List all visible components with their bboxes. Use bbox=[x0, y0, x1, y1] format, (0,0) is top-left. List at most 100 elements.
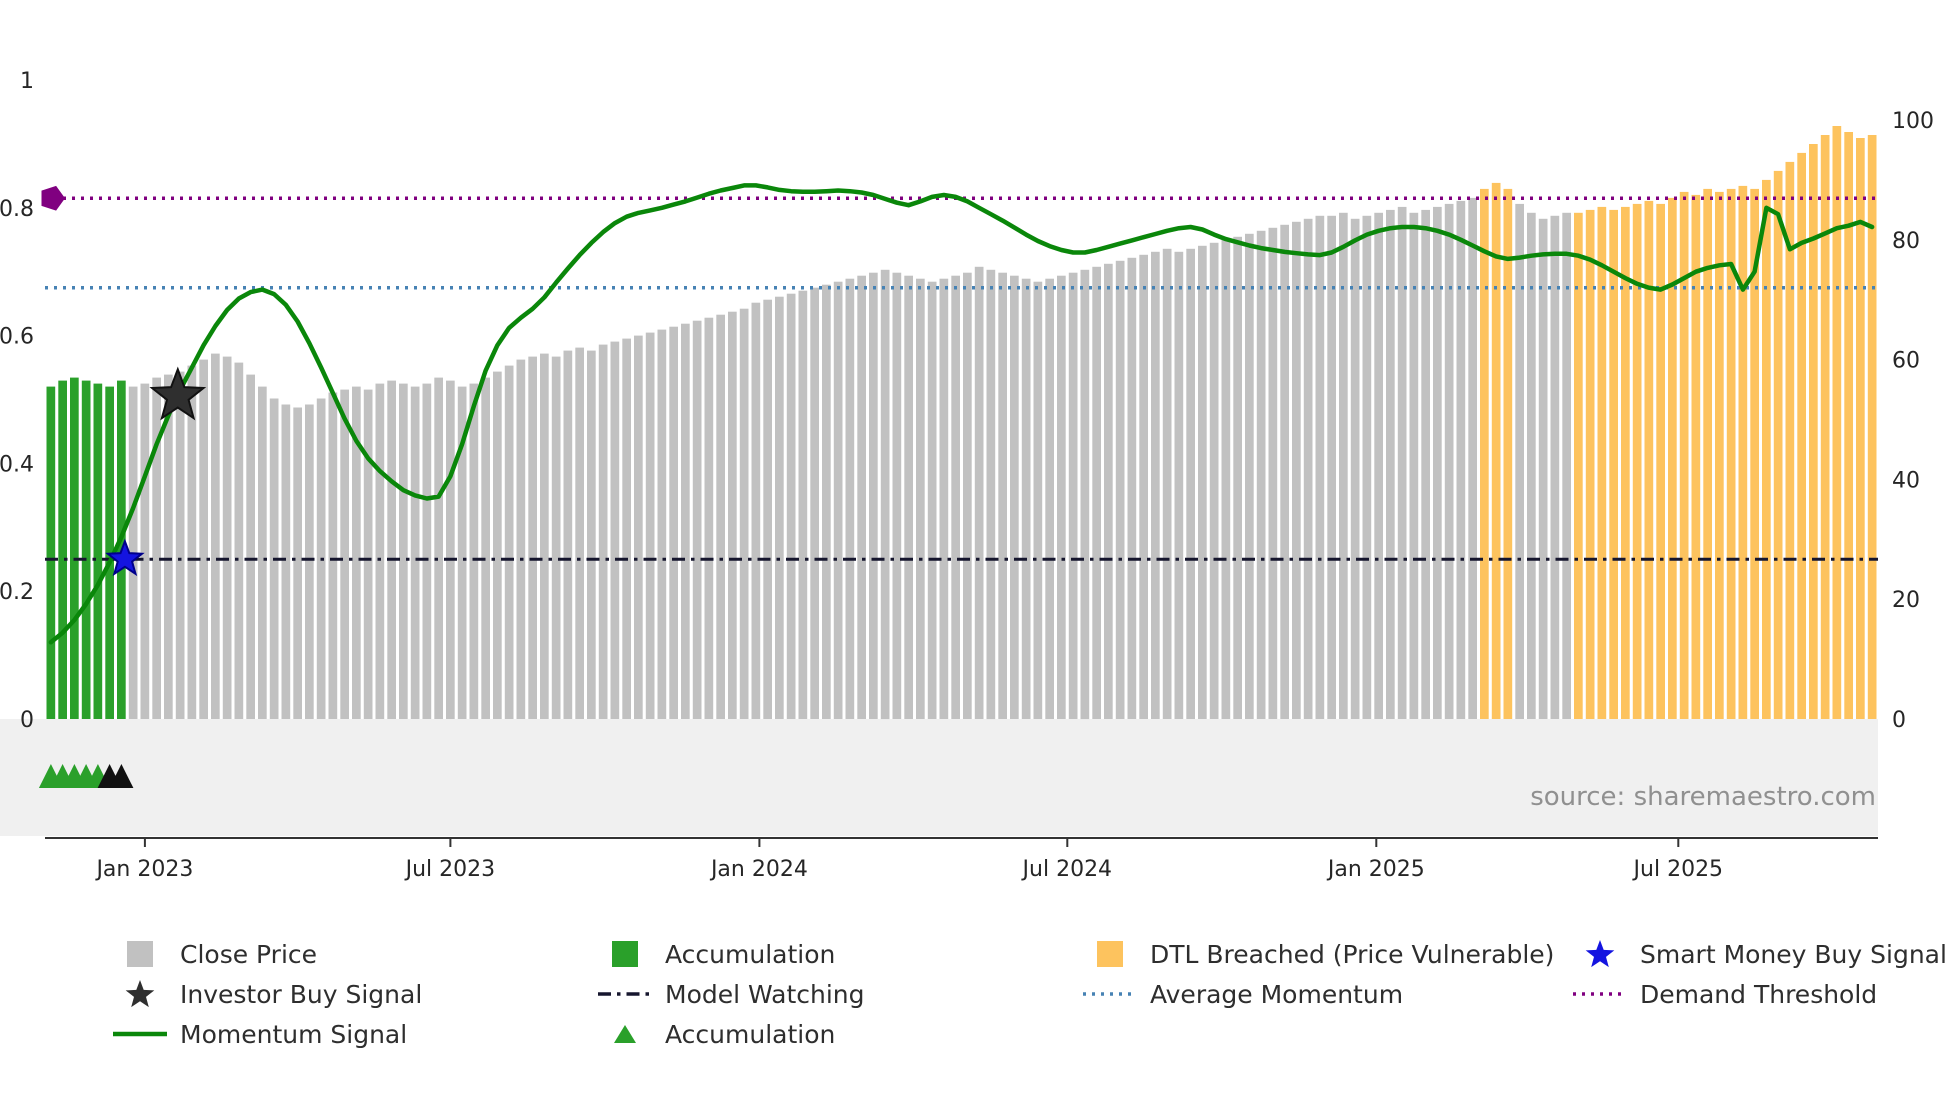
close-price-bar bbox=[1068, 272, 1078, 719]
left-axis-tick-label: 0.8 bbox=[0, 197, 34, 222]
close-price-bar bbox=[375, 383, 385, 719]
close-price-bar bbox=[1515, 203, 1524, 719]
close-price-bar bbox=[175, 371, 185, 719]
legend-label-accumulation-triangle: Accumulation bbox=[665, 1019, 836, 1049]
close-price-bar bbox=[1397, 206, 1407, 719]
close-price-bar bbox=[927, 281, 937, 719]
right-axis-tick-label: 0 bbox=[1892, 708, 1906, 733]
smart-money-star-icon bbox=[1572, 939, 1628, 969]
close-price-bar bbox=[1327, 215, 1336, 720]
legend-label-demand-threshold: Demand Threshold bbox=[1640, 979, 1878, 1009]
close-price-bar bbox=[1339, 212, 1348, 720]
x-tick-label: Jul 2024 bbox=[1021, 857, 1113, 882]
close-price-bar bbox=[1468, 197, 1477, 719]
close-price-bar bbox=[1562, 212, 1571, 720]
close-price-bar bbox=[916, 278, 925, 719]
legend-item-momentum-signal: Momentum Signal bbox=[112, 1020, 597, 1049]
close-price-bar bbox=[728, 311, 737, 719]
close-price-bar bbox=[775, 296, 784, 719]
close-price-bar bbox=[551, 356, 561, 719]
close-price-bar bbox=[493, 371, 502, 719]
close-price-bar bbox=[1374, 212, 1383, 720]
close-price-bar bbox=[622, 338, 631, 719]
close-price-bar bbox=[528, 356, 537, 719]
close-price-bar bbox=[434, 377, 443, 719]
close-price-bar bbox=[1809, 144, 1818, 719]
x-tick-label: Jul 2025 bbox=[1632, 857, 1724, 882]
close-price-bar bbox=[1726, 188, 1736, 719]
close-price-bar bbox=[1538, 218, 1548, 720]
close-price-bar bbox=[1832, 126, 1842, 719]
chart-legend: Close Price Accumulation DTL Breached (P… bbox=[112, 934, 1947, 1054]
x-tick-label: Jan 2025 bbox=[1326, 857, 1425, 882]
right-axis-tick-label: 100 bbox=[1892, 109, 1934, 134]
close-price-bar bbox=[140, 383, 150, 719]
close-price-bar bbox=[904, 275, 913, 719]
momentum-signal-line bbox=[48, 183, 1875, 645]
close-price-bar bbox=[457, 386, 467, 719]
close-price-bar bbox=[1162, 248, 1172, 720]
left-axis-tick-label: 0.2 bbox=[0, 580, 34, 605]
x-tick-label: Jan 2023 bbox=[94, 857, 193, 882]
close-price-bar bbox=[634, 335, 643, 719]
close-price-bar bbox=[164, 374, 173, 719]
investor-buy-signal-marker bbox=[149, 366, 207, 421]
close-price-bar bbox=[1785, 161, 1795, 719]
close-price-bar bbox=[1856, 138, 1865, 719]
close-price-bar bbox=[1409, 212, 1419, 720]
left-axis-tick-label: 1 bbox=[20, 69, 34, 94]
accumulation-swatch-icon bbox=[597, 939, 653, 969]
close-price-bar bbox=[598, 344, 608, 719]
close-price-bar bbox=[81, 380, 91, 719]
close-price-bar bbox=[1256, 230, 1266, 720]
close-price-bar bbox=[1104, 263, 1113, 719]
close-price-bar bbox=[1597, 206, 1607, 719]
close-price-bar bbox=[293, 407, 302, 719]
close-price-bar bbox=[1362, 215, 1372, 720]
legend-item-accumulation-triangle: Accumulation bbox=[597, 1020, 1082, 1049]
close-price-bar bbox=[786, 293, 796, 719]
close-price-bar bbox=[446, 380, 455, 719]
close-price-bar bbox=[352, 386, 361, 719]
close-price-bar bbox=[258, 386, 267, 719]
close-price-bar bbox=[1844, 132, 1853, 719]
close-price-bar bbox=[645, 332, 655, 719]
close-price-bar bbox=[986, 269, 996, 720]
close-price-bar bbox=[810, 287, 819, 719]
legend-label-smart-money-buy-signal: Smart Money Buy Signal bbox=[1640, 939, 1947, 969]
legend-label-average-momentum: Average Momentum bbox=[1150, 979, 1404, 1009]
close-price-bar bbox=[1797, 152, 1806, 719]
close-price-bar bbox=[798, 290, 808, 719]
close-price-bar bbox=[1292, 221, 1301, 720]
close-price-bar bbox=[1762, 179, 1771, 719]
close-price-bar bbox=[1092, 266, 1101, 719]
close-price-swatch-icon bbox=[112, 939, 168, 969]
close-price-bar bbox=[869, 272, 878, 719]
close-price-bar bbox=[681, 323, 690, 719]
bottom-strip bbox=[0, 719, 1878, 836]
legend-item-accumulation-bar: Accumulation bbox=[597, 939, 1082, 969]
legend-item-close-price: Close Price bbox=[112, 939, 597, 969]
close-price-bar bbox=[880, 269, 890, 720]
close-price-bar bbox=[1820, 135, 1830, 719]
average-momentum-line-icon bbox=[1082, 989, 1138, 999]
close-price-bar bbox=[1679, 191, 1689, 719]
close-price-bar bbox=[234, 362, 244, 719]
legend-label-accumulation-bar: Accumulation bbox=[665, 939, 836, 969]
close-price-bar bbox=[1480, 188, 1489, 719]
close-price-bar bbox=[1045, 278, 1054, 719]
x-tick-label: Jul 2023 bbox=[404, 857, 496, 882]
close-price-bar bbox=[1221, 239, 1231, 720]
close-price-bar bbox=[1550, 215, 1560, 720]
left-axis-tick-label: 0.6 bbox=[0, 325, 34, 350]
close-price-bar bbox=[963, 272, 972, 719]
close-price-bar bbox=[1656, 203, 1665, 719]
close-price-bar bbox=[1668, 197, 1677, 719]
close-price-bar bbox=[1574, 212, 1583, 720]
close-price-bar bbox=[70, 377, 79, 719]
close-price-bar bbox=[1421, 209, 1430, 719]
close-price-bar bbox=[58, 380, 67, 719]
close-price-bar bbox=[939, 278, 949, 719]
close-price-bar bbox=[305, 404, 314, 719]
